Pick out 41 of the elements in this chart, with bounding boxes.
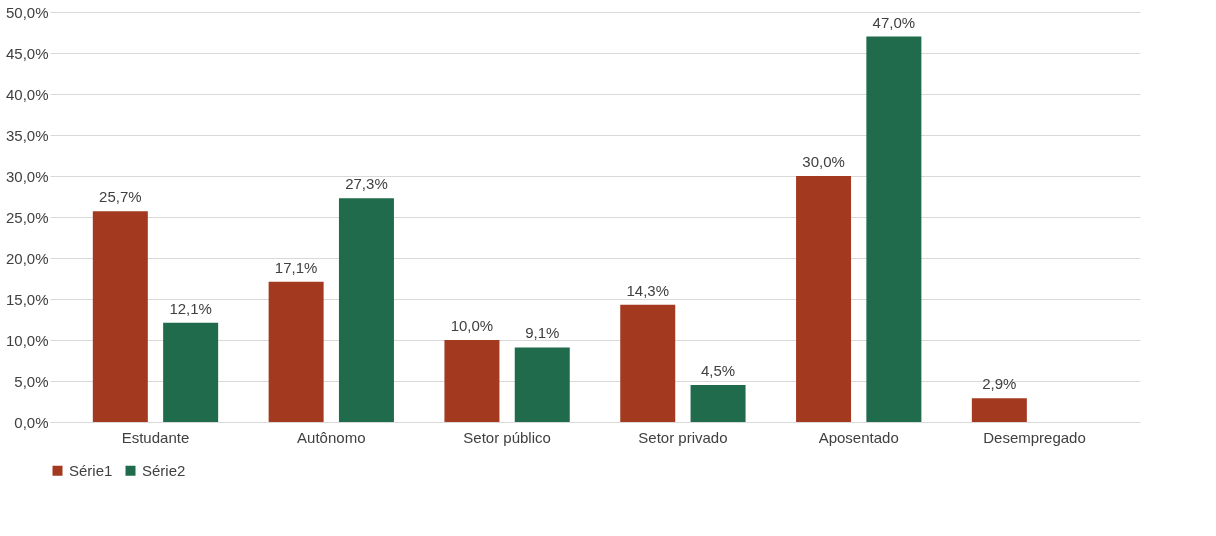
data-label: 9,1% bbox=[525, 324, 560, 342]
legend-label: Série1 bbox=[69, 461, 113, 479]
x-tick-label: Autônomo bbox=[297, 428, 366, 446]
y-tick-label: 30,0% bbox=[5, 167, 49, 185]
x-tick-label: Setor privado bbox=[638, 428, 728, 446]
x-tick-label: Aposentado bbox=[818, 428, 899, 446]
bar bbox=[620, 304, 676, 422]
bar bbox=[690, 385, 746, 422]
data-label: 2,9% bbox=[982, 375, 1017, 393]
y-tick-label: 50,0% bbox=[5, 3, 49, 21]
y-tick-label: 10,0% bbox=[5, 331, 49, 349]
data-label: 4,5% bbox=[700, 362, 736, 380]
y-tick-label: 5,0% bbox=[14, 372, 49, 390]
y-tick-label: 45,0% bbox=[5, 44, 49, 62]
x-tick-label: Setor público bbox=[463, 428, 551, 446]
y-tick-label: 35,0% bbox=[5, 126, 49, 144]
bar bbox=[92, 211, 148, 422]
bar bbox=[163, 322, 219, 422]
data-label: 30,0% bbox=[802, 153, 845, 170]
y-tick-label: 0,0% bbox=[14, 413, 49, 431]
y-tick-label: 20,0% bbox=[5, 249, 49, 267]
data-label: 14,3% bbox=[626, 281, 670, 299]
y-tick-label: 25,0% bbox=[5, 208, 49, 226]
bar bbox=[514, 347, 570, 422]
y-tick-label: 40,0% bbox=[5, 85, 49, 103]
x-tick-label: Desempregado bbox=[983, 428, 1086, 446]
bar bbox=[971, 398, 1027, 422]
bar bbox=[338, 198, 394, 422]
data-label: 12,1% bbox=[169, 299, 212, 317]
x-tick-label: Estudante bbox=[121, 428, 190, 446]
data-label: 17,1% bbox=[274, 258, 318, 276]
data-label: 25,7% bbox=[99, 188, 142, 206]
bar bbox=[444, 340, 500, 422]
legend-label: Série2 bbox=[142, 461, 186, 479]
bar bbox=[268, 281, 324, 422]
data-label: 10,0% bbox=[450, 317, 494, 334]
bar bbox=[796, 176, 852, 422]
y-tick-label: 15,0% bbox=[5, 290, 49, 308]
data-label: 47,0% bbox=[872, 13, 916, 31]
bar bbox=[866, 36, 922, 422]
data-label: 27,3% bbox=[345, 175, 388, 193]
